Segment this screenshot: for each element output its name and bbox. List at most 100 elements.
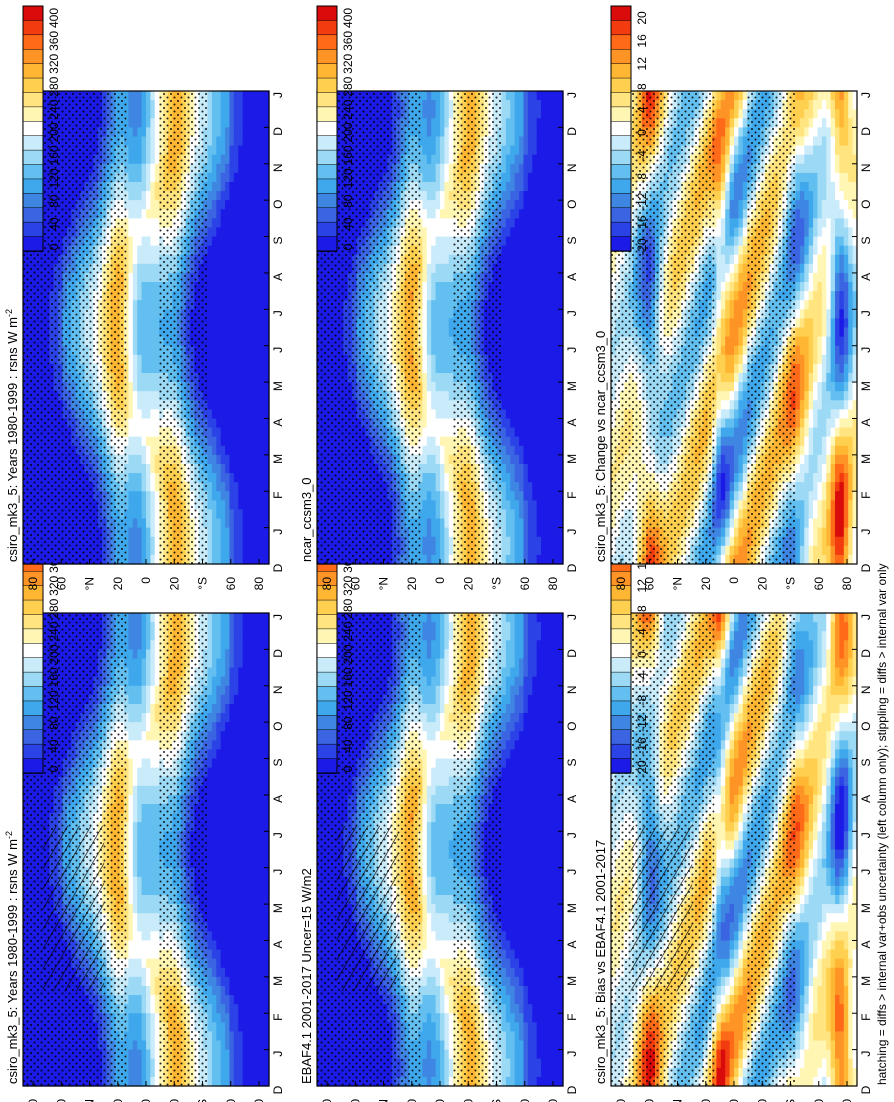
stippling-b-p6 [746, 91, 796, 564]
lat-tick-label: 0 [433, 1099, 447, 1102]
panel-p2: 80 60 °N 20 0 20 °S 60 80DJFMAMJJASONDJcsiro_mk3… [4, 5, 285, 591]
month-tick-label: A [859, 940, 873, 948]
month-tick-label: D [271, 563, 285, 572]
month-tick-label: J [565, 1051, 579, 1057]
colorbar-label: 200 [47, 122, 61, 142]
colorbar-label: 160 [341, 145, 355, 165]
lat-tick-label: 80 [320, 1099, 334, 1102]
lat-tick-label: 20 [405, 577, 419, 591]
month-tick-label: F [271, 1014, 285, 1021]
panel-title: csiro_mk3_5: Years 1980-1999 : rsns W m-… [4, 309, 20, 562]
month-tick-label: J [859, 832, 873, 838]
colorbar-label: 160 [341, 667, 355, 687]
month-tick-label: J [859, 869, 873, 875]
lat-tick-label: 80 [320, 577, 334, 591]
month-tick-label: S [565, 237, 579, 245]
month-tick-label: J [565, 347, 579, 353]
lat-tick-label: 20 [111, 1099, 125, 1102]
colorbar-label: 20 [635, 11, 649, 25]
month-tick-label: J [859, 529, 873, 535]
hatching-p3 [336, 825, 399, 992]
colorbar-label: 400 [341, 8, 355, 28]
month-tick-label: N [859, 685, 873, 694]
stippling-b-p1 [158, 613, 208, 1086]
month-tick-label: D [271, 649, 285, 658]
colorbar-label: 280 [47, 598, 61, 618]
colorbar-label: 0 [635, 651, 649, 658]
panel-p5: 8060°N20020°S6080DJFMAMJJASONDJcsiro_mk3… [593, 527, 873, 1102]
colorbar-label: 200 [341, 644, 355, 664]
panel-title: ncar_ccsm3_0 [299, 477, 314, 562]
month-tick-label: O [271, 721, 285, 730]
month-tick-label: M [859, 454, 873, 464]
colorbar-label: -20 [635, 760, 649, 778]
month-tick-label: J [565, 869, 579, 875]
colorbar-label: 160 [47, 667, 61, 687]
colorbar-label: 400 [47, 8, 61, 28]
month-tick-label: A [565, 418, 579, 426]
lat-tick-label: °N [377, 1099, 391, 1102]
colorbar-label: 240 [47, 621, 61, 641]
colorbar-label: 320 [341, 53, 355, 73]
panel-title-sup: -2 [4, 309, 14, 317]
lat-tick-label: °N [83, 577, 97, 590]
month-tick-label: D [565, 127, 579, 136]
month-tick-label: S [859, 759, 873, 767]
month-tick-label: A [859, 418, 873, 426]
colorbar-label: 120 [341, 690, 355, 710]
stippling-b-p3 [452, 613, 502, 1086]
lat-tick-label: 80 [26, 1099, 40, 1102]
lat-tick-label: 20 [461, 577, 475, 591]
lat-tick-label: °S [784, 577, 798, 590]
lat-tick-label: 20 [699, 577, 713, 591]
month-tick-label: M [565, 381, 579, 391]
month-tick-label: A [271, 418, 285, 426]
colorbar-label: 0 [341, 243, 355, 250]
month-tick-label: A [859, 795, 873, 803]
colorbar-label: -8 [635, 695, 649, 706]
month-tick-label: J [271, 310, 285, 316]
month-tick-label: J [859, 310, 873, 316]
colorbar-label: 40 [47, 217, 61, 231]
lat-tick-label: 60 [224, 577, 238, 591]
lat-tick-label: 80 [840, 577, 854, 591]
month-tick-label: F [859, 1014, 873, 1021]
month-tick-label: O [565, 721, 579, 730]
month-tick-label: J [565, 310, 579, 316]
month-tick-label: A [271, 940, 285, 948]
colorbar-label: 360 [47, 31, 61, 51]
month-tick-label: D [271, 1085, 285, 1094]
lat-tick-label: °S [490, 577, 504, 590]
lat-tick-label: 80 [546, 1099, 560, 1102]
lat-tick-label: °N [671, 1099, 685, 1102]
colorbar-label: -16 [635, 737, 649, 755]
lat-tick-label: 80 [614, 1099, 628, 1102]
lat-tick-label: 20 [755, 577, 769, 591]
month-tick-label: N [271, 685, 285, 694]
lat-tick-label: 60 [812, 1099, 826, 1102]
lat-tick-label: °S [196, 577, 210, 590]
colorbar-label: 8 [635, 83, 649, 90]
lat-tick-label: 60 [348, 577, 362, 591]
colorbar-label: 8 [635, 605, 649, 612]
colorbar-label: -12 [635, 192, 649, 210]
lat-tick-label: 60 [348, 1099, 362, 1102]
month-tick-label: M [271, 976, 285, 986]
month-tick-label: M [859, 903, 873, 913]
month-tick-label: S [565, 759, 579, 767]
hatching-p1 [42, 825, 105, 992]
colorbar-label: 320 [47, 575, 61, 595]
lat-tick-label: 60 [224, 1099, 238, 1102]
month-tick-label: J [859, 92, 873, 98]
lat-tick-label: 20 [167, 577, 181, 591]
colorbar-label: 4 [635, 106, 649, 113]
lat-tick-label: 80 [26, 577, 40, 591]
lat-tick-label: 20 [167, 1099, 181, 1102]
month-tick-label: D [565, 563, 579, 572]
colorbar-label: 320 [47, 53, 61, 73]
lat-tick-label: 60 [518, 1099, 532, 1102]
colorbar-label: 280 [341, 76, 355, 96]
lat-tick-label: °S [784, 1099, 798, 1102]
panel-p4: 80 60 °N 20 0 20 °S 60 80DJFMAMJJASONDJncar_ccsm… [299, 5, 579, 591]
